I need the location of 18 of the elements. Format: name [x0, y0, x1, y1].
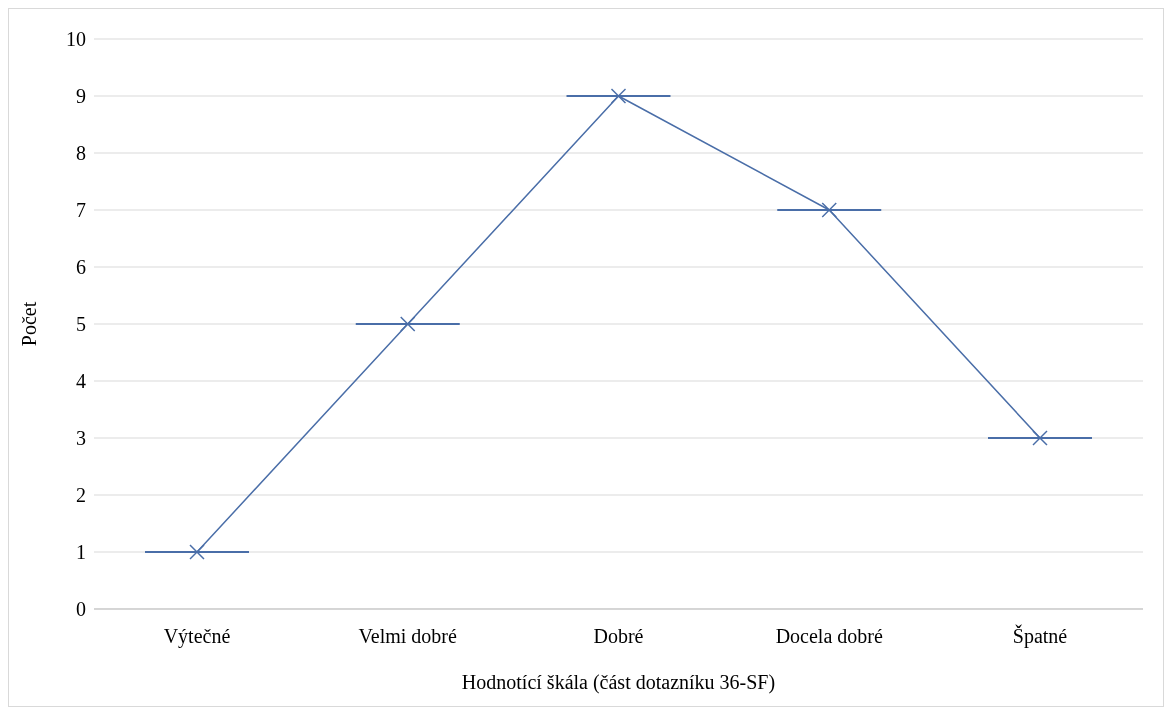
y-tick-label: 9	[76, 85, 86, 108]
x-tick-label: Velmi dobré	[358, 625, 458, 648]
x-axis-title: Hodnotící škála (část dotazníku 36-SF)	[461, 671, 776, 694]
x-tick-label: Špatné	[1012, 624, 1068, 649]
x-tick-label: Dobré	[593, 625, 644, 648]
x-tick-label: Docela dobré	[775, 625, 883, 648]
y-tick-label: 0	[76, 598, 86, 621]
y-tick-label: 5	[76, 313, 86, 336]
y-tick-label: 6	[76, 256, 86, 279]
y-tick-label: 4	[76, 370, 86, 393]
y-tick-label: 8	[76, 142, 86, 165]
y-tick-label: 3	[76, 427, 86, 450]
y-tick-label: 2	[76, 484, 86, 507]
y-axis-title: Počet	[18, 301, 41, 347]
x-tick-label: Výtečné	[163, 625, 231, 649]
y-tick-label: 7	[76, 199, 86, 222]
y-tick-label: 1	[76, 541, 86, 564]
y-tick-label: 10	[66, 28, 86, 51]
